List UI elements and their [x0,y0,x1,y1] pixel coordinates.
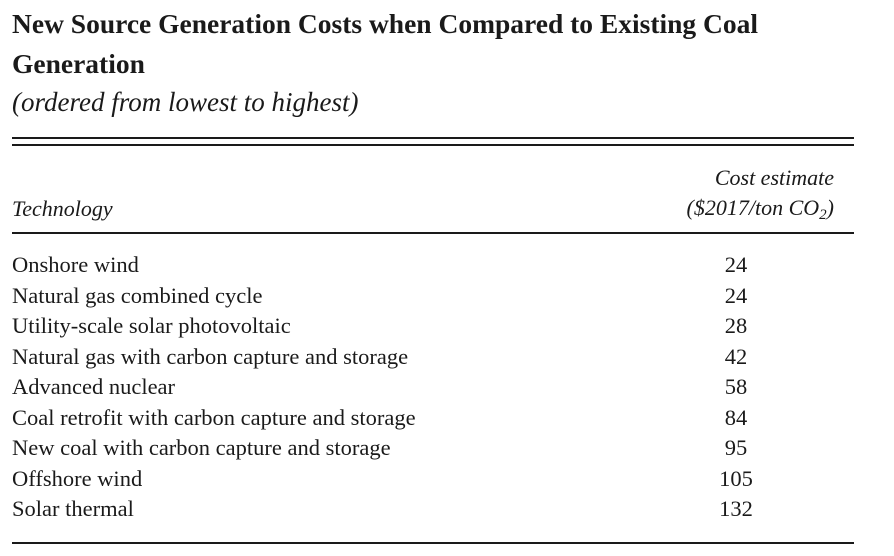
cost-header-line1: Cost estimate [714,165,834,190]
technology-cell: Advanced nuclear [12,374,176,399]
column-header-cost: Cost estimate ($2017/ton CO2) [687,163,834,223]
cost-header-unit: ($2017/ton CO [686,195,820,220]
table-subtitle: (ordered from lowest to highest) [12,87,359,117]
technology-cell: Solar thermal [12,496,134,521]
cost-cell: 84 [724,404,748,430]
bottom-rule [12,542,854,544]
top-rule-2 [12,144,854,146]
cost-header-subscript: 2 [819,207,827,223]
cost-cell: 95 [724,435,748,460]
top-rule-1 [12,137,854,139]
table-row: Utility-scale solar photovoltaic 28 [12,311,854,342]
cost-cell: 58 [724,374,748,399]
cost-header-line2: ($2017/ton CO2) [687,193,834,223]
technology-cell: Onshore wind [12,252,139,277]
table-row: Coal retrofit with carbon capture and st… [12,403,854,434]
technology-cell: Natural gas combined cycle [12,282,263,308]
table-title: New Source Generation Costs when Compare… [12,8,759,79]
cost-cell: 28 [724,313,748,338]
table-row: Solar thermal 132 [12,494,854,525]
cost-cell: 24 [724,282,748,308]
cost-cell: 24 [724,252,748,277]
table-row: Onshore wind 24 [12,250,854,281]
technology-cell: New coal with carbon capture and storage [12,435,391,460]
table-row: Advanced nuclear 58 [12,372,854,403]
table-row: Natural gas with carbon capture and stor… [12,342,854,373]
cost-cell: 132 [719,496,753,521]
table-row: Offshore wind 105 [12,464,854,495]
technology-cell: Offshore wind [12,465,143,491]
table-row: Natural gas combined cycle 24 [12,281,854,312]
table-row: New coal with carbon capture and storage… [12,433,854,464]
technology-cell: Coal retrofit with carbon capture and st… [12,404,416,430]
cost-cell: 42 [724,343,748,369]
technology-cell: Utility-scale solar photovoltaic [12,313,291,338]
column-header-technology: Technology [12,196,113,221]
cost-header-close: ) [826,195,834,220]
table-body: Onshore wind 24 Natural gas combined cyc… [12,250,854,525]
cost-cell: 105 [719,465,753,491]
technology-cell: Natural gas with carbon capture and stor… [12,343,409,369]
header-rule [12,232,854,234]
